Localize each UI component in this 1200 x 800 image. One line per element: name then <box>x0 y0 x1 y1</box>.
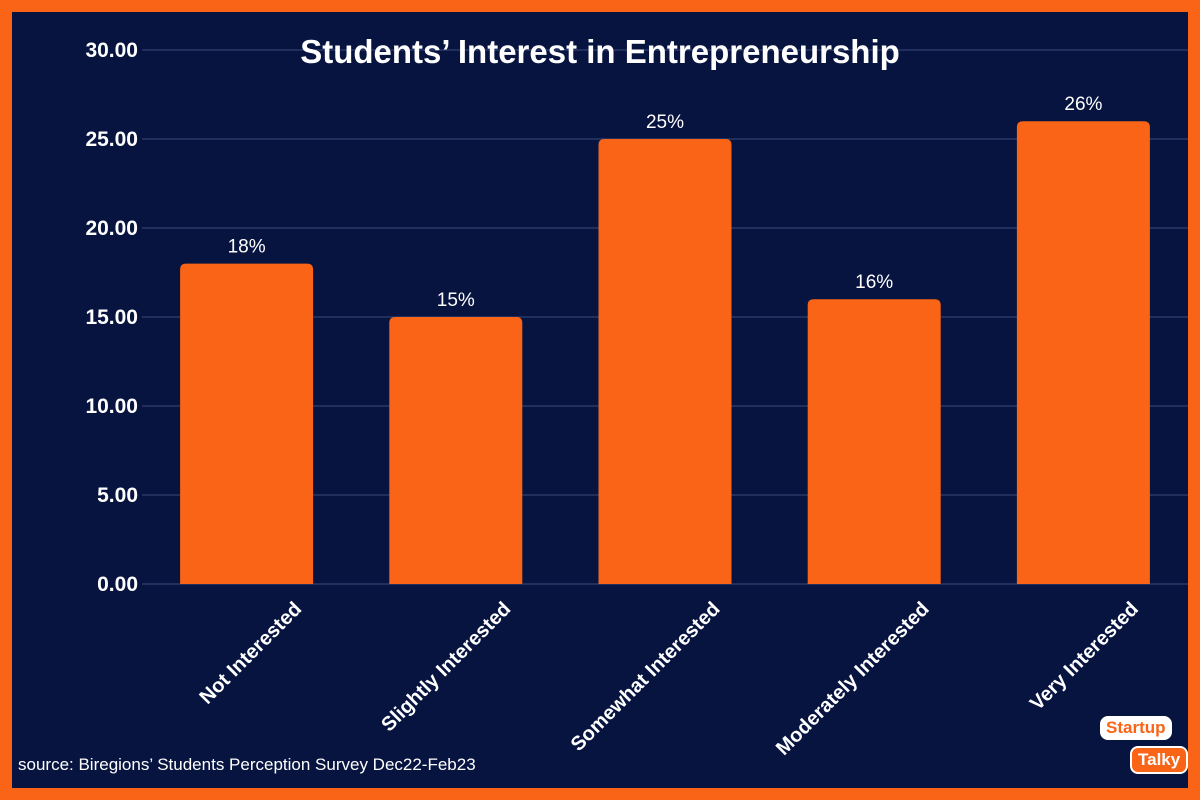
bar <box>807 299 941 584</box>
y-tick-label: 20.00 <box>85 217 138 240</box>
x-tick-label: Very Interested <box>1026 598 1143 715</box>
bar <box>598 139 732 584</box>
y-tick-label: 30.00 <box>85 39 138 62</box>
y-tick-label: 25.00 <box>85 128 138 151</box>
data-label: 18% <box>228 237 266 258</box>
x-tick-label: Slightly Interested <box>377 598 515 736</box>
data-label: 15% <box>437 290 475 311</box>
bar <box>389 317 523 584</box>
bar <box>1016 121 1150 584</box>
x-axis-ticks: Not Interested Slightly Interested Somewha… <box>195 598 1142 760</box>
data-label: 26% <box>1064 94 1102 115</box>
bar <box>180 263 314 584</box>
logo-line2: Talky <box>1130 746 1189 774</box>
data-label: 25% <box>646 112 684 133</box>
data-labels: 18% 15% 25% 16% 26% <box>228 94 1103 311</box>
chart-title: Students’ Interest in Entrepreneurship <box>300 33 900 70</box>
chart-frame: 0.00 5.00 10.00 15.00 20.00 25.00 30.00 18% 15%… <box>12 12 1188 788</box>
bar-chart: 0.00 5.00 10.00 15.00 20.00 25.00 30.00 18% 15%… <box>85 33 1188 760</box>
y-tick-label: 5.00 <box>97 484 138 507</box>
data-label: 16% <box>855 272 893 293</box>
x-tick-label: Moderately Interested <box>772 598 934 760</box>
logo-line1: Startup <box>1100 716 1172 740</box>
startuptalky-logo: Startup Talky <box>1100 710 1189 780</box>
x-tick-label: Not Interested <box>195 598 306 709</box>
x-tick-label: Somewhat Interested <box>567 598 725 756</box>
y-tick-label: 10.00 <box>85 395 138 418</box>
source-note: source: Biregions’ Students Perception S… <box>18 755 476 774</box>
y-axis-ticks: 0.00 5.00 10.00 15.00 20.00 25.00 30.00 <box>85 39 138 596</box>
y-tick-label: 15.00 <box>85 306 138 329</box>
y-tick-label: 0.00 <box>97 573 138 596</box>
bars <box>180 121 1150 584</box>
